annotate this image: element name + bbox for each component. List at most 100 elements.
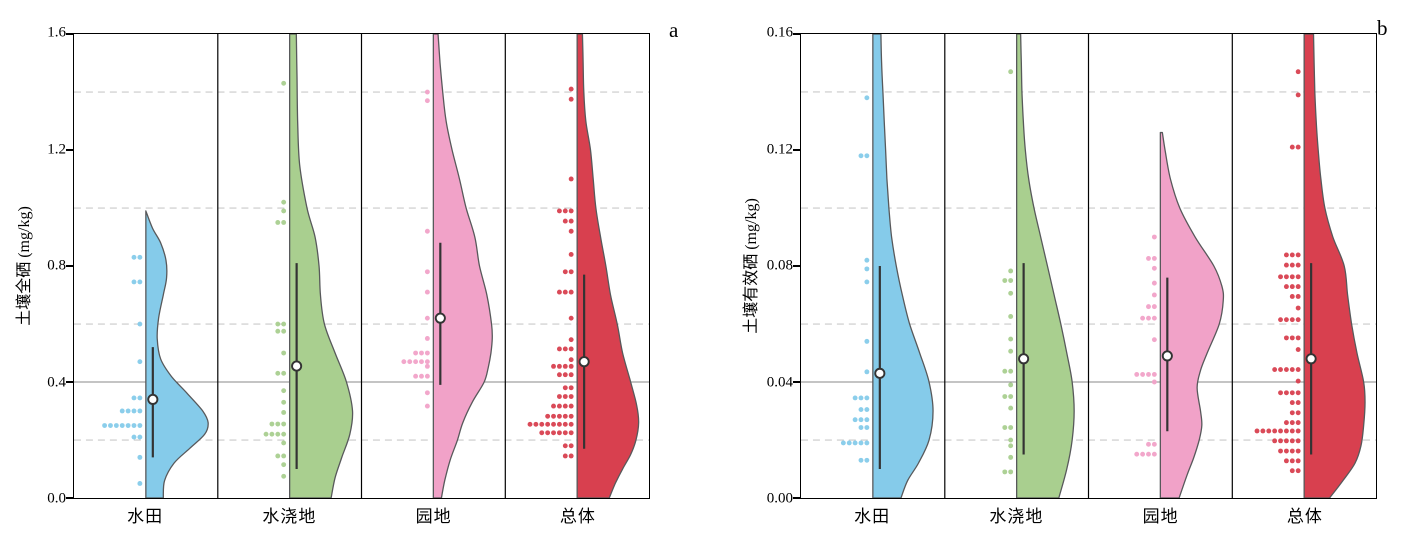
data-dot <box>1266 428 1272 434</box>
data-dot <box>864 369 870 375</box>
data-dot <box>1140 315 1146 321</box>
x-category-labels-a: 水田 水浇地 园地 总体 <box>73 502 650 527</box>
data-dot <box>1146 371 1151 377</box>
violin-shape-水田 <box>145 210 209 498</box>
data-dot <box>1151 315 1157 321</box>
data-dot <box>562 430 568 436</box>
data-dot <box>1295 458 1301 464</box>
y-tick-label: 0.04 <box>766 374 793 390</box>
x-category-label: 水浇地 <box>262 507 317 526</box>
data-dot <box>1289 438 1295 444</box>
data-dot <box>568 385 574 391</box>
data-dot <box>1283 335 1289 341</box>
y-tick-mark <box>792 497 800 499</box>
data-dot <box>1146 315 1151 321</box>
data-dot <box>1002 469 1008 475</box>
y-tick-mark <box>792 381 800 383</box>
data-dot <box>137 254 143 260</box>
data-dot <box>858 425 864 430</box>
data-dot <box>562 289 568 295</box>
data-dot <box>556 289 562 295</box>
mean-marker-园地 <box>434 312 446 324</box>
data-dot <box>1289 448 1295 454</box>
data-dot <box>864 257 870 263</box>
y-tick-label: 0.4 <box>47 374 66 390</box>
mean-marker-水浇地 <box>1018 353 1030 365</box>
data-dot <box>1008 290 1014 296</box>
data-dot <box>275 220 281 225</box>
data-dot <box>1295 252 1301 258</box>
data-dot <box>545 421 551 427</box>
data-dot <box>1295 400 1301 406</box>
data-dot <box>131 423 137 428</box>
data-dot <box>413 350 419 356</box>
data-dot <box>840 440 846 446</box>
data-dot <box>1289 262 1295 268</box>
data-dot <box>562 403 568 409</box>
data-dot <box>568 96 574 102</box>
jitter-dots-水浇地 <box>1002 69 1014 475</box>
data-dot <box>539 430 545 436</box>
panel-letter-b: b <box>1377 16 1388 40</box>
data-dot <box>1289 420 1295 426</box>
data-dot <box>1151 234 1157 240</box>
data-dot <box>269 431 275 437</box>
data-dot <box>556 430 562 436</box>
jitter-dots-总体 <box>1254 69 1301 474</box>
data-dot <box>1289 410 1295 416</box>
x-category-labels-b: 水田 水浇地 园地 总体 <box>800 502 1377 527</box>
data-dot <box>281 328 287 334</box>
data-dot <box>137 359 143 365</box>
data-dot <box>281 208 287 214</box>
data-dot <box>562 421 568 427</box>
data-dot <box>568 289 574 295</box>
data-dot <box>1295 335 1301 341</box>
data-dot <box>1295 378 1301 384</box>
data-dot <box>275 421 281 427</box>
data-dot <box>568 443 574 449</box>
data-dot <box>1008 368 1014 374</box>
x-category-label: 总体 <box>559 507 596 526</box>
data-dot <box>568 430 574 436</box>
data-dot <box>119 423 125 428</box>
data-dot <box>1134 451 1140 457</box>
data-dot <box>1134 371 1140 377</box>
data-dot <box>1002 368 1008 374</box>
data-dot <box>556 394 562 399</box>
jitter-dots-总体 <box>527 86 574 459</box>
data-dot <box>137 395 143 401</box>
data-dot <box>562 385 568 391</box>
data-dot <box>1295 305 1301 311</box>
y-tick-mark <box>792 33 800 35</box>
data-dot <box>137 279 143 285</box>
data-dot <box>864 338 870 344</box>
data-dot <box>864 417 870 423</box>
data-dot <box>1272 438 1278 444</box>
data-dot <box>125 423 131 428</box>
data-dot <box>1295 410 1301 416</box>
violin-shape-水浇地 <box>1016 34 1075 498</box>
data-dot <box>1295 262 1301 268</box>
x-category-label: 总体 <box>1286 507 1323 526</box>
data-dot <box>1008 443 1014 449</box>
data-dot <box>568 357 574 363</box>
data-dot <box>556 413 562 419</box>
jitter-dots-水田 <box>102 254 143 486</box>
data-dot <box>1151 371 1157 377</box>
data-dot <box>413 359 419 365</box>
y-tick-mark <box>65 381 73 383</box>
mean-marker-园地 <box>1161 350 1173 362</box>
data-dot <box>1289 367 1295 372</box>
data-dot <box>562 443 568 449</box>
data-dot <box>1272 428 1278 434</box>
data-dot <box>137 481 143 486</box>
data-dot <box>1295 428 1301 434</box>
violin-shape-水田 <box>872 34 934 498</box>
data-dot <box>1151 265 1157 271</box>
y-tick-mark <box>65 497 73 499</box>
data-dot <box>1151 304 1157 310</box>
y-tick-mark <box>65 33 73 35</box>
data-dot <box>568 394 574 399</box>
data-dot <box>1283 274 1289 280</box>
